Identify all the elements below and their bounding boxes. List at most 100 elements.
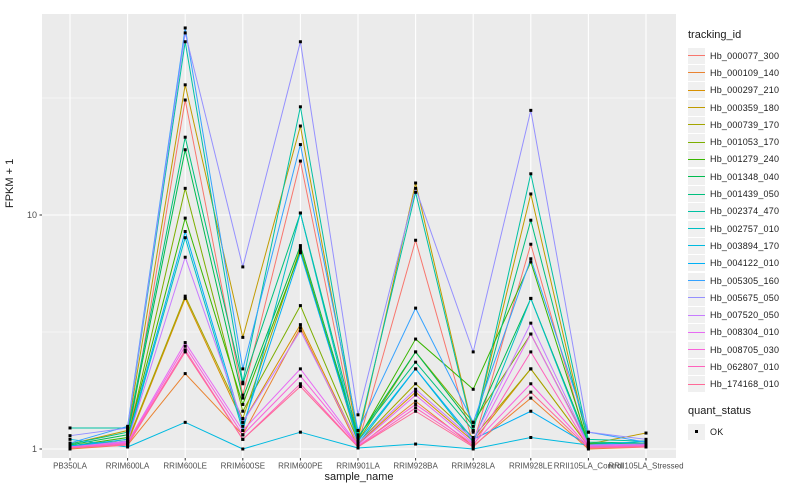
data-point xyxy=(241,382,245,386)
data-point xyxy=(356,441,360,445)
data-point xyxy=(644,437,648,441)
data-point xyxy=(471,350,475,354)
data-point xyxy=(529,382,533,386)
data-point xyxy=(183,83,187,87)
legend-key-line xyxy=(688,64,705,81)
legend-key-line xyxy=(688,376,705,393)
data-point xyxy=(414,442,418,446)
data-point xyxy=(471,430,475,434)
data-point xyxy=(414,390,418,394)
legend-item-label: Hb_002374_470 xyxy=(710,206,780,217)
data-point xyxy=(183,31,187,35)
legend-key-line xyxy=(688,289,705,306)
data-point xyxy=(471,387,475,391)
data-point xyxy=(183,255,187,259)
legend-key-line xyxy=(688,307,705,324)
data-point xyxy=(356,413,360,417)
legend-key-line xyxy=(688,151,705,168)
legend-item-Hb_001053_170: Hb_001053_170 xyxy=(688,133,800,151)
legend-item-Hb_005305_160: Hb_005305_160 xyxy=(688,272,800,289)
data-point xyxy=(183,135,187,139)
legend-item-Hb_005675_050: Hb_005675_050 xyxy=(688,289,800,306)
legend-item-Hb_001439_050: Hb_001439_050 xyxy=(688,185,800,203)
data-point xyxy=(529,409,533,413)
data-point xyxy=(356,437,360,441)
data-point xyxy=(241,335,245,339)
data-point xyxy=(126,428,130,432)
data-point xyxy=(298,326,302,330)
legend-item-label: Hb_005305_160 xyxy=(710,275,780,286)
data-point xyxy=(183,344,187,348)
data-point xyxy=(126,437,130,441)
data-point xyxy=(241,396,245,400)
data-point xyxy=(298,159,302,163)
legend-key-line xyxy=(688,341,705,358)
legend-item-label: Hb_000739_170 xyxy=(710,119,780,130)
data-point xyxy=(298,251,302,255)
x-tick-label: RRIM600SE xyxy=(221,462,265,471)
data-point xyxy=(241,409,245,413)
legend-item-label: OK xyxy=(710,426,724,437)
data-point xyxy=(183,26,187,30)
data-point xyxy=(298,40,302,44)
legend-title-tracking-id: tracking_id xyxy=(688,29,742,41)
x-tick-label: RRIM901LA xyxy=(336,462,380,471)
data-point xyxy=(126,435,130,439)
data-point xyxy=(414,382,418,386)
legend-key-line xyxy=(688,220,705,237)
data-point xyxy=(298,367,302,371)
data-point xyxy=(241,433,245,437)
y-tick-label: 10 xyxy=(27,210,37,220)
data-point xyxy=(68,446,72,450)
x-axis-title: sample_name xyxy=(324,471,394,483)
legend-item-label: Hb_004122_010 xyxy=(710,258,780,269)
legend-key-line xyxy=(688,168,705,185)
legend-key-line xyxy=(688,272,705,289)
x-tick-label: RRIM600LA xyxy=(106,462,150,471)
data-point xyxy=(414,190,418,194)
legend-item-label: Hb_008705_030 xyxy=(710,344,780,355)
legend-item-label: Hb_001439_050 xyxy=(710,189,780,200)
data-point xyxy=(586,430,590,434)
data-point xyxy=(414,402,418,406)
data-point xyxy=(586,437,590,441)
data-point xyxy=(68,441,72,445)
data-point xyxy=(241,367,245,371)
data-point xyxy=(183,98,187,102)
data-point xyxy=(414,393,418,397)
data-point xyxy=(529,396,533,400)
legend-item-Hb_000297_210: Hb_000297_210 xyxy=(688,82,800,99)
data-point xyxy=(471,442,475,446)
data-point xyxy=(183,186,187,190)
data-point xyxy=(183,296,187,300)
legend-item-label: Hb_008304_010 xyxy=(710,327,780,338)
data-point xyxy=(529,296,533,300)
legend-item-Hb_007520_050: Hb_007520_050 xyxy=(688,306,800,324)
legend-item-label: Hb_062807_010 xyxy=(710,361,780,372)
data-point xyxy=(414,387,418,391)
legend-item-label: Hb_003894_170 xyxy=(710,240,780,251)
data-point xyxy=(529,108,533,112)
data-point xyxy=(414,337,418,341)
data-point xyxy=(414,186,418,190)
legend-item-Hb_001348_040: Hb_001348_040 xyxy=(688,168,800,185)
data-point xyxy=(183,420,187,424)
data-point xyxy=(183,350,187,354)
data-point xyxy=(126,433,130,437)
legend-item-Hb_002757_010: Hb_002757_010 xyxy=(688,220,800,237)
data-point xyxy=(298,105,302,109)
data-point xyxy=(356,435,360,439)
data-point xyxy=(356,433,360,437)
legend-item-label: Hb_000109_140 xyxy=(710,67,780,78)
data-point xyxy=(529,260,533,264)
data-point xyxy=(471,445,475,449)
data-point xyxy=(241,402,245,406)
status-item-list: OK xyxy=(688,423,800,440)
data-point xyxy=(644,445,648,449)
data-point xyxy=(414,350,418,354)
data-point xyxy=(183,341,187,345)
legend-item-list: Hb_000077_300 Hb_000109_140 Hb_000297_210 H… xyxy=(688,47,800,393)
data-point xyxy=(241,437,245,441)
data-point xyxy=(414,360,418,364)
